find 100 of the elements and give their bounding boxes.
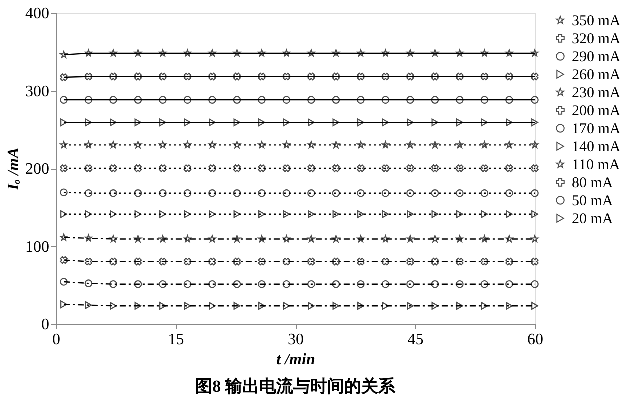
point bbox=[357, 141, 365, 148]
point bbox=[308, 50, 316, 57]
point bbox=[308, 141, 316, 148]
point bbox=[406, 96, 414, 104]
point bbox=[480, 235, 488, 243]
point bbox=[184, 72, 192, 81]
point bbox=[184, 258, 192, 266]
point bbox=[308, 189, 316, 198]
point bbox=[110, 189, 118, 198]
x-tick-label: 15 bbox=[168, 332, 184, 348]
point bbox=[407, 210, 414, 218]
point bbox=[134, 189, 142, 198]
point bbox=[308, 210, 315, 218]
point bbox=[84, 141, 92, 148]
point bbox=[234, 118, 241, 127]
point bbox=[382, 302, 390, 310]
point bbox=[258, 189, 266, 198]
point bbox=[233, 141, 241, 148]
point bbox=[382, 235, 390, 243]
point bbox=[134, 235, 142, 243]
point bbox=[134, 258, 142, 266]
point bbox=[357, 164, 365, 172]
point bbox=[456, 210, 464, 218]
point bbox=[480, 96, 489, 104]
point bbox=[60, 118, 68, 127]
point bbox=[531, 72, 539, 81]
point bbox=[382, 72, 390, 81]
point bbox=[134, 72, 142, 81]
legend-label: 260 mA bbox=[572, 68, 621, 84]
point bbox=[184, 141, 192, 148]
point bbox=[134, 164, 142, 172]
point bbox=[208, 258, 216, 266]
point bbox=[282, 141, 290, 148]
point bbox=[282, 50, 290, 57]
point bbox=[456, 50, 464, 57]
point bbox=[407, 118, 414, 127]
point bbox=[431, 96, 440, 104]
point bbox=[358, 210, 364, 218]
point bbox=[110, 280, 118, 288]
point bbox=[282, 258, 291, 266]
point bbox=[209, 118, 216, 127]
text: 图8 输出电流与时间的关系 bbox=[196, 377, 396, 396]
point bbox=[233, 280, 242, 288]
point bbox=[432, 302, 439, 310]
point bbox=[60, 256, 68, 264]
point bbox=[506, 141, 514, 148]
point bbox=[382, 164, 390, 172]
point bbox=[308, 235, 316, 243]
point bbox=[134, 280, 142, 288]
point bbox=[160, 302, 166, 310]
point bbox=[456, 258, 464, 266]
point bbox=[258, 210, 266, 218]
point bbox=[506, 280, 514, 288]
point bbox=[85, 210, 92, 218]
point bbox=[506, 210, 513, 218]
point bbox=[357, 72, 365, 81]
point bbox=[84, 72, 93, 81]
point bbox=[357, 235, 365, 243]
point bbox=[159, 189, 167, 198]
legend-label: 50 mA bbox=[572, 194, 614, 210]
point bbox=[431, 50, 439, 57]
point bbox=[406, 258, 414, 266]
point bbox=[60, 51, 68, 58]
point bbox=[208, 280, 216, 288]
point bbox=[283, 118, 290, 127]
point bbox=[159, 50, 167, 57]
point bbox=[531, 189, 539, 198]
point bbox=[208, 141, 216, 148]
x-axis-title: t /min bbox=[276, 352, 316, 368]
point bbox=[110, 72, 118, 81]
point bbox=[110, 302, 117, 310]
point bbox=[481, 302, 488, 310]
point bbox=[282, 189, 291, 198]
point bbox=[382, 210, 390, 218]
point bbox=[406, 50, 414, 57]
point bbox=[134, 50, 142, 57]
point bbox=[431, 141, 439, 148]
point bbox=[208, 96, 216, 104]
point bbox=[506, 189, 514, 198]
point bbox=[531, 235, 539, 243]
point bbox=[184, 164, 192, 172]
point bbox=[184, 96, 192, 104]
point bbox=[283, 302, 290, 310]
point bbox=[134, 302, 142, 310]
point bbox=[282, 96, 291, 104]
point bbox=[209, 302, 216, 310]
point bbox=[134, 141, 142, 148]
point bbox=[332, 50, 340, 57]
point bbox=[84, 258, 93, 266]
point bbox=[184, 280, 192, 288]
point bbox=[233, 235, 241, 243]
point bbox=[382, 141, 390, 148]
x-tick-label: 0 bbox=[52, 332, 60, 348]
point bbox=[382, 258, 390, 266]
point bbox=[134, 210, 142, 218]
point bbox=[110, 258, 118, 266]
point bbox=[481, 118, 488, 127]
legend-label: 290 mA bbox=[572, 50, 621, 66]
point bbox=[258, 72, 266, 81]
x-tick-label: 45 bbox=[408, 332, 424, 348]
